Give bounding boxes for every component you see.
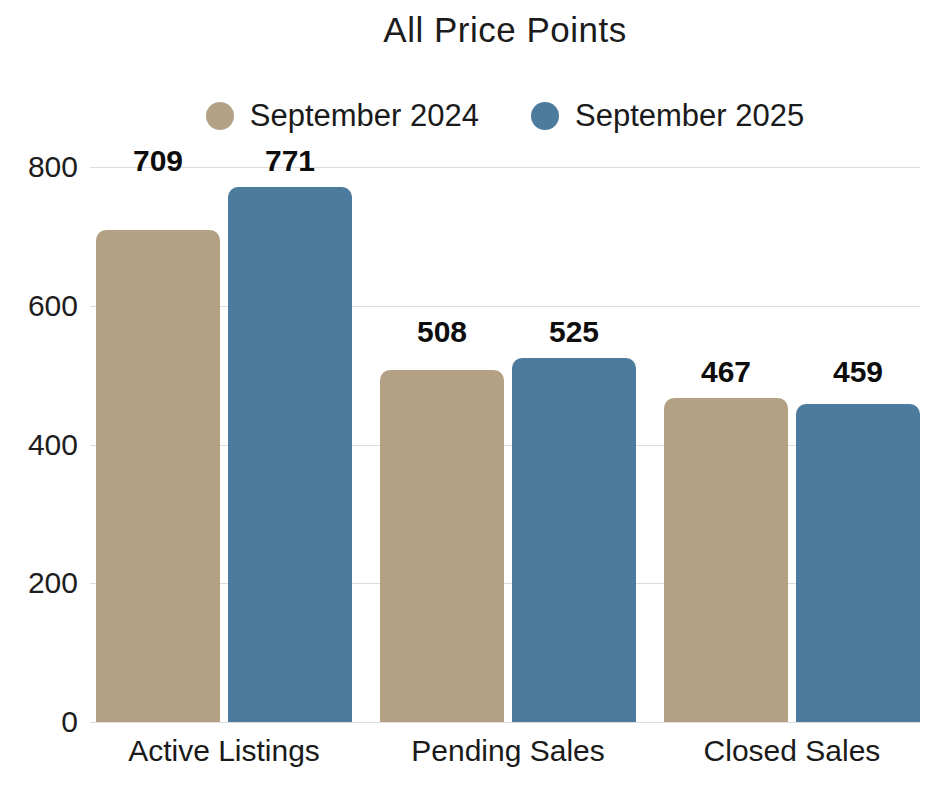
value-label-september-2024-closed-sales: 467 bbox=[664, 354, 788, 390]
chart-page: All Price Points September 2024September… bbox=[0, 0, 940, 788]
y-tick-label-800: 800 bbox=[0, 150, 78, 184]
x-axis-label-pending-sales: Pending Sales bbox=[358, 733, 658, 769]
value-label-september-2025-active-listings: 771 bbox=[228, 143, 352, 179]
value-label-september-2024-pending-sales: 508 bbox=[380, 314, 504, 350]
value-label-september-2025-pending-sales: 525 bbox=[512, 314, 636, 350]
gridline-0 bbox=[90, 722, 920, 723]
x-axis-label-closed-sales: Closed Sales bbox=[642, 733, 940, 769]
y-tick-label-400: 400 bbox=[0, 428, 78, 462]
bar-september-2025-active-listings bbox=[228, 187, 352, 722]
bar-september-2024-pending-sales bbox=[380, 370, 504, 722]
bar-september-2024-closed-sales bbox=[664, 398, 788, 722]
y-tick-label-200: 200 bbox=[0, 566, 78, 600]
bar-september-2025-pending-sales bbox=[512, 358, 636, 722]
y-tick-label-600: 600 bbox=[0, 289, 78, 323]
value-label-september-2024-active-listings: 709 bbox=[96, 143, 220, 179]
x-axis-label-active-listings: Active Listings bbox=[74, 733, 374, 769]
bar-chart-plot: 0 200 400 600 800 709771 Active Listings 508525… bbox=[0, 0, 940, 788]
bar-september-2025-closed-sales bbox=[796, 404, 920, 722]
value-label-september-2025-closed-sales: 459 bbox=[796, 354, 920, 390]
bar-september-2024-active-listings bbox=[96, 230, 220, 722]
y-tick-label-0: 0 bbox=[0, 705, 78, 739]
